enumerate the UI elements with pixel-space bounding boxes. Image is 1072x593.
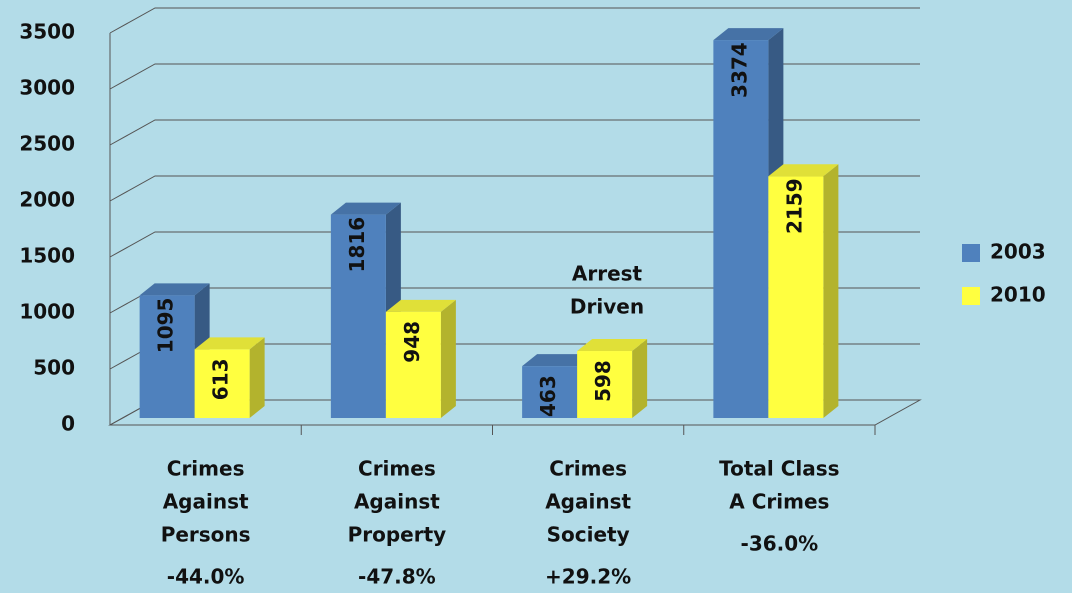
bar-top — [577, 339, 648, 352]
x-tick-label: Against — [163, 490, 249, 514]
value-label: 1816 — [345, 217, 369, 273]
bar-front — [330, 214, 386, 418]
value-label: 598 — [591, 360, 615, 402]
x-tick-label: Property — [348, 523, 447, 547]
x-tick-label: A Crimes — [729, 490, 829, 514]
bar — [194, 337, 265, 418]
value-label: 1095 — [154, 298, 178, 354]
bar-side — [440, 299, 456, 418]
grid-line — [109, 119, 920, 146]
bar-side — [249, 337, 265, 418]
change-label: -36.0% — [741, 532, 819, 556]
bar — [577, 339, 648, 418]
x-tick-label: Persons — [161, 523, 251, 547]
value-label: 2159 — [782, 178, 806, 234]
grid-line — [109, 175, 920, 202]
bar-front — [139, 295, 195, 418]
bar — [330, 202, 401, 418]
x-tick-label: Crimes — [358, 457, 436, 481]
bar-top — [768, 164, 839, 177]
bar-front — [713, 40, 769, 418]
bar — [385, 299, 456, 418]
bar-top — [330, 202, 401, 215]
bar-front — [577, 351, 633, 418]
bar-front — [194, 349, 250, 418]
y-tick-label: 3500 — [19, 20, 75, 44]
legend-swatch — [962, 244, 980, 262]
bar-top — [139, 283, 210, 296]
change-label: -47.8% — [358, 565, 436, 589]
bar-top — [385, 299, 456, 312]
bar-top — [713, 28, 784, 41]
change-label: +29.2% — [545, 565, 631, 589]
x-tick-label: Crimes — [549, 457, 627, 481]
y-tick-label: 2500 — [19, 132, 75, 156]
x-tick-label: Against — [354, 490, 440, 514]
y-tick-label: 0 — [61, 412, 75, 436]
value-label: 463 — [536, 375, 560, 417]
bar — [522, 354, 593, 418]
y-tick-label: 3000 — [19, 76, 75, 100]
x-tick-label: Crimes — [167, 457, 245, 481]
y-tick-label: 2000 — [19, 188, 75, 212]
annotation: Driven — [570, 295, 644, 319]
bar-front — [522, 366, 578, 418]
grid-line — [109, 231, 920, 258]
bar-front — [385, 311, 441, 418]
bar — [768, 164, 839, 418]
grid-line — [109, 7, 920, 34]
bar-side — [823, 164, 839, 418]
bar-side — [632, 339, 648, 418]
value-label: 613 — [209, 358, 233, 400]
grid-line — [109, 63, 920, 90]
legend-label: 2010 — [990, 283, 1046, 307]
x-tick-label: Total Class — [719, 457, 839, 481]
x-tick-label: Against — [545, 490, 631, 514]
legend-swatch — [962, 287, 980, 305]
x-tick-label: Society — [547, 523, 630, 547]
y-tick-label: 500 — [33, 356, 75, 380]
y-tick-label: 1000 — [19, 300, 75, 324]
value-label: 3374 — [727, 42, 751, 98]
annotation: Arrest — [572, 262, 643, 286]
value-label: 948 — [400, 321, 424, 363]
legend-label: 2003 — [990, 240, 1046, 264]
bar-front — [768, 176, 824, 418]
change-label: -44.0% — [167, 565, 245, 589]
bar-top — [522, 354, 593, 367]
bar-top — [194, 337, 265, 350]
y-tick-label: 1500 — [19, 244, 75, 268]
